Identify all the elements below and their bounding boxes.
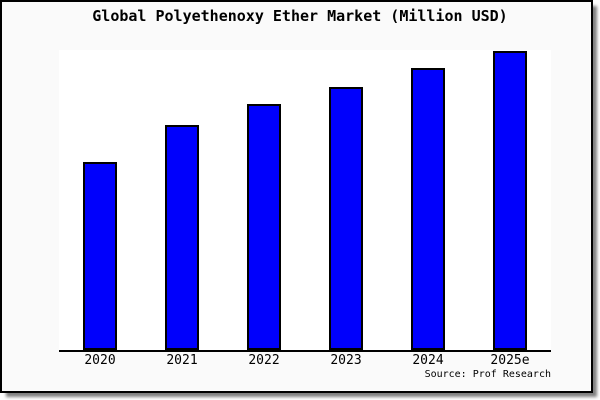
x-tick-label-2023: 2023 bbox=[330, 353, 362, 368]
bar-2020 bbox=[83, 162, 117, 350]
bar-2023 bbox=[329, 87, 363, 350]
x-tick-label-2022: 2022 bbox=[248, 353, 280, 368]
x-tick-label-2024: 2024 bbox=[412, 353, 444, 368]
x-tick-label-2020: 2020 bbox=[84, 353, 116, 368]
bar-2021 bbox=[165, 125, 199, 350]
bar-2024 bbox=[411, 68, 445, 350]
bar-2025e bbox=[493, 51, 527, 350]
chart-title: Global Polyethenoxy Ether Market (Millio… bbox=[92, 7, 508, 25]
x-tick-label-2021: 2021 bbox=[166, 353, 198, 368]
x-tick-label-2025e: 2025e bbox=[490, 353, 530, 368]
source-credit: Source: Prof Research bbox=[424, 369, 551, 380]
plot-area bbox=[59, 50, 551, 352]
bar-2022 bbox=[247, 104, 281, 350]
